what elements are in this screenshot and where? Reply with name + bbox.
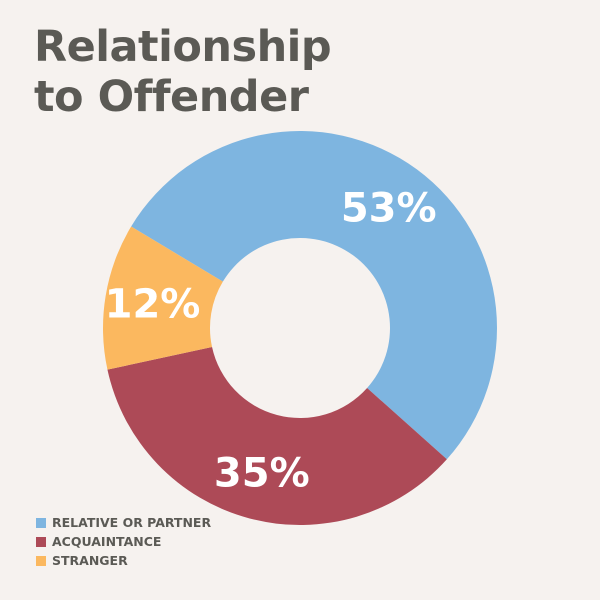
legend-swatch-acquaintance (36, 536, 46, 547)
legend-swatch-stranger (36, 555, 46, 566)
legend-item-relative-or-partner: RELATIVE OR PARTNER (36, 513, 211, 532)
legend-label-acquaintance: ACQUAINTANCE (52, 534, 162, 549)
chart-title: Relationship to Offender (34, 22, 332, 122)
legend-item-acquaintance: ACQUAINTANCE (36, 532, 211, 551)
slice-label-acquaintance: 35% (214, 451, 310, 497)
slice-stranger (103, 226, 223, 370)
slice-label-stranger: 12% (105, 282, 201, 328)
slice-label-relative-or-partner: 53% (341, 186, 437, 232)
chart-title-line-1: Relationship (34, 22, 332, 72)
slices-group (103, 130, 498, 525)
slice-acquaintance (107, 347, 447, 525)
chart-title-line-2: to Offender (34, 72, 309, 122)
legend-label-stranger: STRANGER (52, 553, 128, 568)
legend-label-relative-or-partner: RELATIVE OR PARTNER (52, 515, 212, 530)
labels-group: 53% 35% 12% (105, 186, 437, 497)
slice-relative-or-partner (131, 130, 498, 460)
legend-swatch-relative-or-partner (36, 517, 46, 528)
legend-item-stranger: STRANGER (36, 551, 211, 570)
legend: RELATIVE OR PARTNER ACQUAINTANCE STRANGE… (36, 513, 211, 570)
